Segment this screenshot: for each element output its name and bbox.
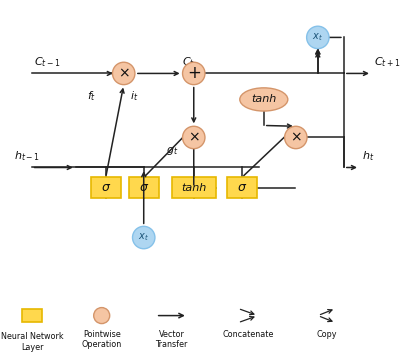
Text: Copy: Copy [316,330,337,339]
Text: $g_{t}$: $g_{t}$ [166,146,178,158]
Text: $h_{t}$: $h_{t}$ [362,150,374,163]
Text: $C_{t-1}$: $C_{t-1}$ [34,55,60,69]
Bar [91,178,121,197]
Text: ×: × [188,130,200,144]
Circle shape [94,307,110,323]
Text: Vector
Transfer: Vector Transfer [156,330,188,349]
Ellipse shape [240,88,288,111]
Bar [129,178,159,197]
Bar [227,178,257,197]
Text: $i_{t}$: $i_{t}$ [130,90,138,103]
Bar [22,309,43,322]
Circle shape [182,126,205,149]
Text: Pointwise
Operation: Pointwise Operation [81,330,122,349]
Text: Neural Network
Layer: Neural Network Layer [1,333,64,352]
Text: $o_{t}$: $o_{t}$ [268,91,280,103]
Text: $C_{t}$: $C_{t}$ [182,55,195,69]
Text: ×: × [118,66,130,81]
Circle shape [285,126,307,149]
Circle shape [113,62,135,85]
Text: σ: σ [140,181,148,194]
Text: $h_{t-1}$: $h_{t-1}$ [14,150,40,163]
Circle shape [182,62,205,85]
Text: Concatenate: Concatenate [222,330,273,339]
Text: σ: σ [238,181,246,194]
Bar [172,178,216,197]
Text: $x_{t}$: $x_{t}$ [312,32,323,43]
Text: tanh: tanh [251,94,276,105]
Text: $f_{t}$: $f_{t}$ [87,90,96,103]
Text: +: + [187,65,200,82]
Text: ×: × [290,130,302,144]
Text: $x_{t}$: $x_{t}$ [138,232,149,244]
Text: σ: σ [102,181,109,194]
Text: tanh: tanh [181,183,207,192]
Circle shape [132,226,155,249]
Circle shape [307,26,329,49]
Text: $C_{t+1}$: $C_{t+1}$ [374,55,401,69]
